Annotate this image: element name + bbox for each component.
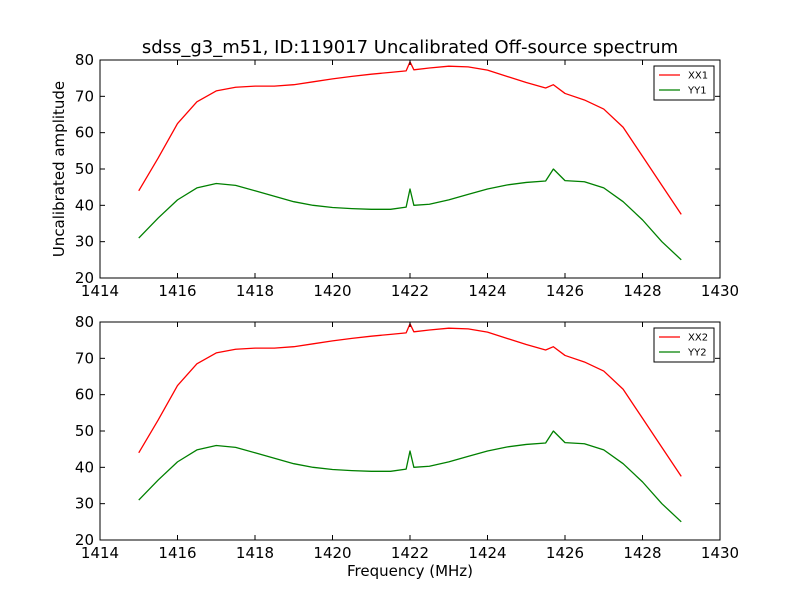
y-tick-label: 30 (75, 495, 94, 513)
x-tick-label: 1418 (236, 282, 274, 300)
x-tick-label: 1418 (236, 544, 274, 562)
x-tick-label: 1428 (623, 282, 661, 300)
legend-label-xx1: XX1 (688, 71, 708, 82)
y-tick-label: 50 (75, 160, 94, 178)
y-tick-label: 60 (75, 124, 94, 142)
series-line-yy1 (138, 168, 682, 261)
x-tick-label: 1416 (158, 282, 196, 300)
x-tick-label: 1426 (546, 544, 584, 562)
y-tick-label: 70 (75, 349, 94, 367)
x-tick-label: 1426 (546, 282, 584, 300)
x-axis-label: Frequency (MHz) (347, 562, 473, 580)
x-tick-label: 1424 (468, 544, 506, 562)
x-tick-label: 1420 (313, 544, 351, 562)
top-subplot: 1414 1416 1418 1420 1422 1424 1426 1428 1430 20 30… (50, 51, 739, 300)
y-tick-label: 80 (75, 313, 94, 331)
x-tick-label: 1430 (701, 544, 739, 562)
y-tick-label: 80 (75, 51, 94, 69)
series-line-xx1 (138, 61, 682, 215)
y-tick-label: 20 (75, 269, 94, 287)
x-tick-label: 1422 (391, 282, 429, 300)
x-tick-label: 1420 (313, 282, 351, 300)
x-tick-label: 1414 (81, 282, 119, 300)
legend-label-yy2: YY2 (687, 348, 707, 359)
y-tick-label: 70 (75, 87, 94, 105)
y-tick-label: 40 (75, 196, 94, 214)
x-tick-label: 1414 (81, 544, 119, 562)
y-tick-label: 20 (75, 531, 94, 549)
series-line-xx2 (138, 323, 682, 477)
x-tick-label: 1424 (468, 282, 506, 300)
series-line-yy2 (138, 430, 682, 523)
legend-label-yy1: YY1 (687, 86, 707, 97)
y-tick-label: 30 (75, 233, 94, 251)
x-tick-label: 1428 (623, 544, 661, 562)
x-tick-label: 1430 (701, 282, 739, 300)
legend-label-xx2: XX2 (688, 333, 708, 344)
x-tick-label: 1422 (391, 544, 429, 562)
chart-title: sdss_g3_m51, ID:119017 Uncalibrated Off-… (142, 37, 678, 58)
y-tick-label: 50 (75, 422, 94, 440)
bottom-subplot: 1414 1416 1418 1420 1422 1424 1426 1428 1430 20 30… (75, 313, 739, 580)
y-tick-label: 60 (75, 386, 94, 404)
y-tick-label: 40 (75, 458, 94, 476)
x-tick-label: 1416 (158, 544, 196, 562)
y-axis-label: Uncalibrated amplitude (50, 81, 68, 257)
